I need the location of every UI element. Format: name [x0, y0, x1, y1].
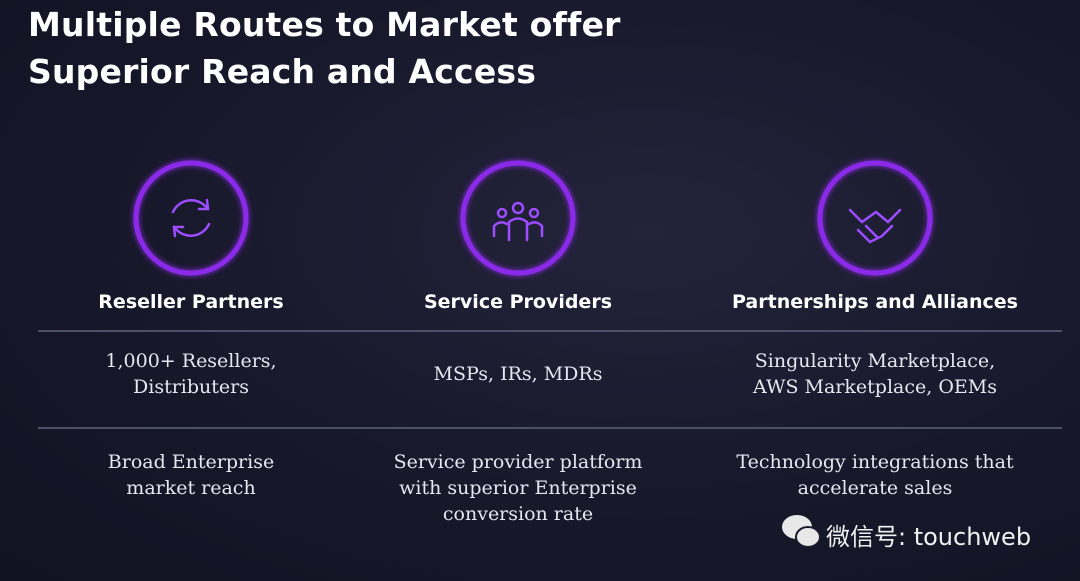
handshake-icon [848, 208, 902, 244]
channel-line: Distributers [133, 376, 249, 398]
icon-ring [460, 160, 576, 276]
benefit-line: with superior Enterprise [399, 477, 637, 499]
wechat-icon [782, 515, 821, 548]
channel-line: 1,000+ Resellers, [105, 350, 277, 372]
column-heading: Reseller Partners [98, 291, 284, 313]
title-line: Superior Reach and Access [28, 52, 537, 91]
column-heading: Service Providers [423, 291, 612, 313]
benefit-line: conversion rate [442, 503, 594, 525]
benefit-line: Service provider platform [393, 451, 643, 473]
people-icon [511, 201, 525, 215]
icon-ring [817, 160, 933, 276]
channel-line: MSPs, IRs, MDRs [433, 363, 603, 385]
column-heading: Partnerships and Alliances [732, 291, 1018, 313]
people-icon [496, 207, 508, 219]
icon-ring [133, 160, 249, 276]
channel-line: AWS Marketplace, OEMs [753, 376, 997, 398]
divider [38, 330, 1062, 332]
watermark: 微信号: touchweb [826, 523, 1032, 551]
refresh-icon [171, 198, 210, 214]
people-icon [492, 217, 544, 242]
refresh-icon [172, 222, 211, 238]
benefit-line: Technology integrations that [736, 451, 1014, 473]
benefit-line: market reach [126, 477, 256, 499]
benefit-line: accelerate sales [797, 477, 953, 499]
title-line: Multiple Routes to Market offer [28, 5, 621, 44]
channel-line: Singularity Marketplace, [754, 350, 996, 372]
divider [38, 427, 1062, 429]
benefit-line: Broad Enterprise [107, 451, 275, 473]
people-icon [528, 207, 540, 219]
